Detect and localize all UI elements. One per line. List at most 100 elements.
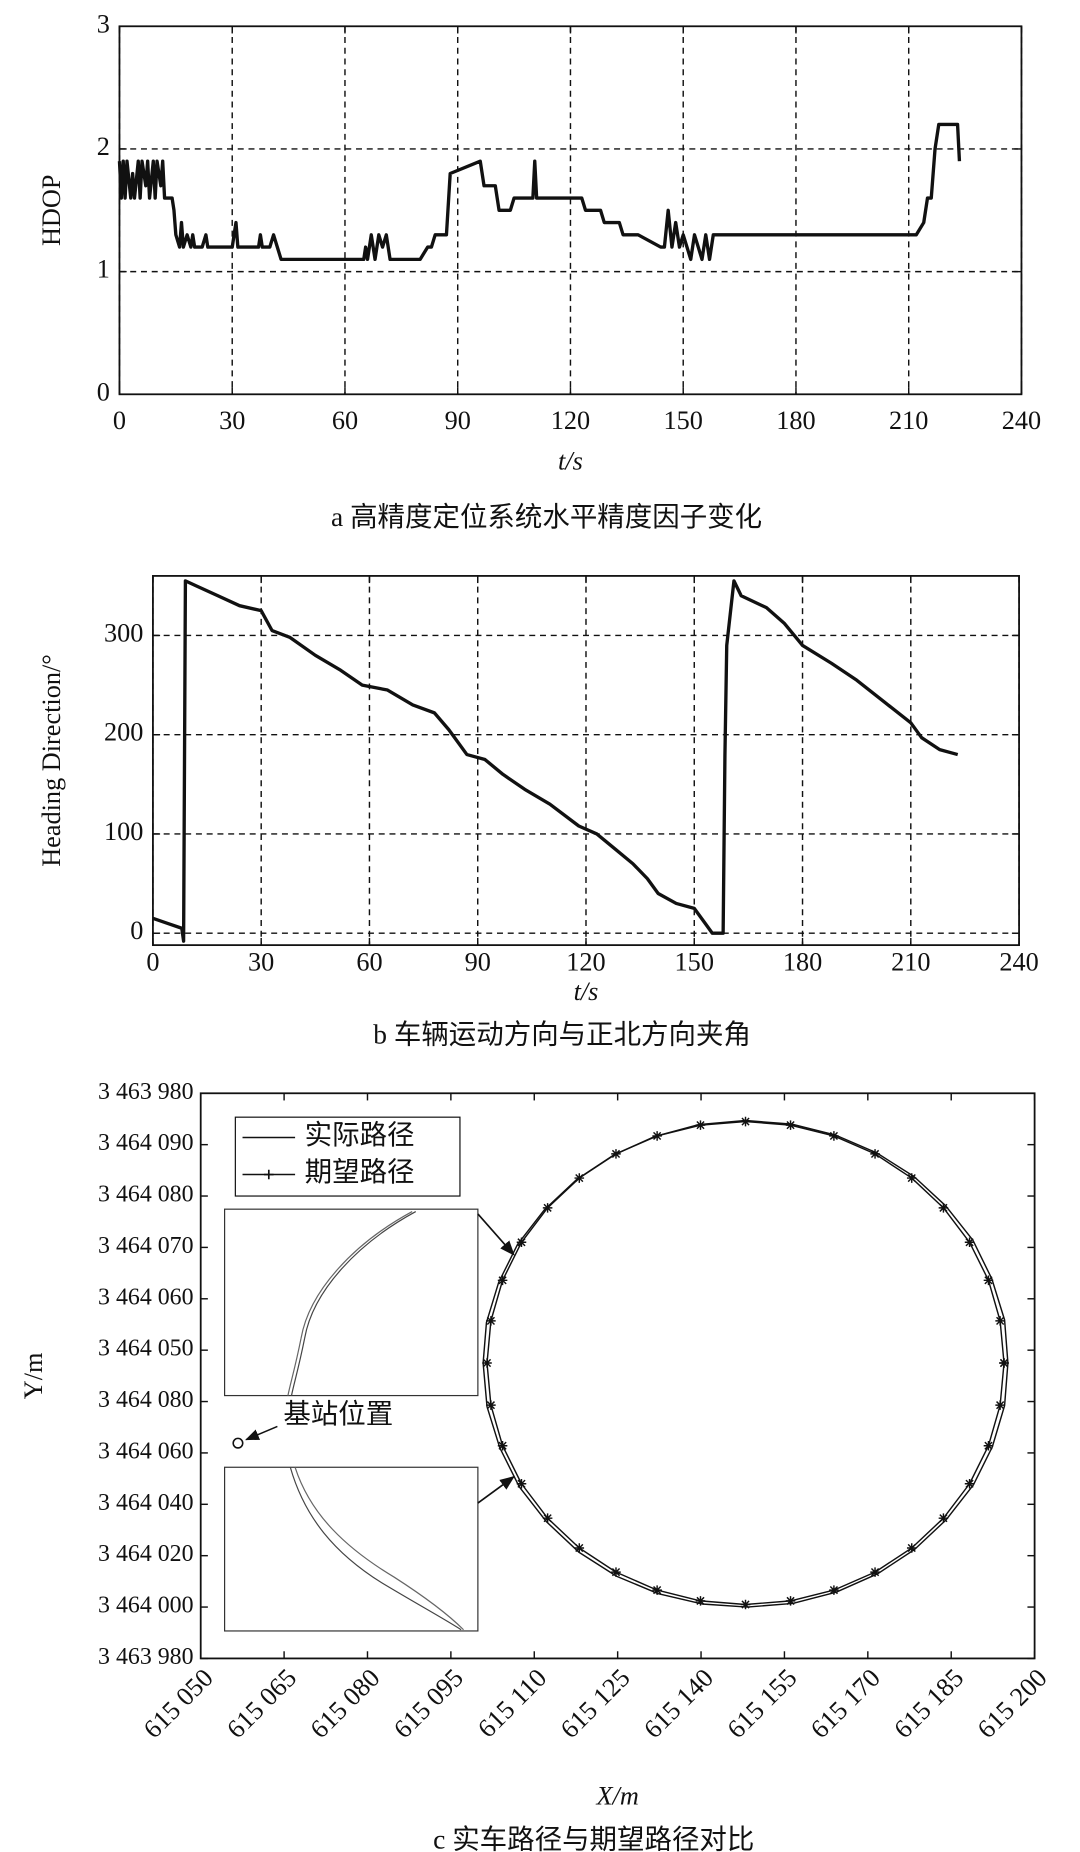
x-tick-label: 150 — [675, 947, 714, 976]
legend-box — [234, 1116, 461, 1197]
data-marker — [516, 1237, 527, 1248]
data-marker — [964, 1237, 975, 1248]
y-tick-label: 3 464 060 — [98, 1284, 194, 1310]
annotation-point — [232, 1437, 244, 1449]
data-marker — [829, 1131, 839, 1141]
y-axis-label: Heading Direction/° — [37, 654, 66, 867]
x-tick-label: 30 — [219, 406, 245, 435]
data-marker — [542, 1203, 553, 1213]
data-marker — [829, 1585, 839, 1595]
y-tick-label: 3 464 070 — [98, 1233, 194, 1259]
inset-box — [224, 1208, 479, 1397]
x-tick-label: 0 — [146, 947, 159, 976]
y-tick-label: 3 464 080 — [98, 1387, 194, 1413]
x-tick-label: 615 185 — [888, 1663, 969, 1744]
x-tick-label: 615 095 — [388, 1663, 469, 1744]
x-tick-label: 210 — [891, 947, 930, 976]
y-tick-label: 3 464 060 — [98, 1438, 194, 1464]
x-tick-label: 615 155 — [722, 1663, 803, 1744]
x-axis-label: X/m — [596, 1781, 639, 1810]
x-axis-label: t/s — [574, 977, 599, 1006]
x-tick-label: 180 — [776, 406, 815, 435]
x-tick-label: 615 080 — [305, 1663, 386, 1744]
x-axis-label: t/s — [558, 447, 583, 476]
y-tick-label: 3 — [97, 9, 110, 38]
x-tick-label: 60 — [332, 406, 358, 435]
y-tick-label: 3 464 020 — [98, 1541, 194, 1567]
data-marker — [695, 1596, 706, 1606]
legend-label: 实际路径 — [305, 1120, 415, 1150]
x-tick-label: 30 — [248, 947, 274, 976]
data-marker — [652, 1131, 662, 1141]
x-tick-label: 210 — [889, 406, 928, 435]
data-marker — [740, 1599, 751, 1610]
inset-arrow — [477, 1475, 515, 1504]
data-marker — [695, 1120, 706, 1130]
annotation-arrow — [245, 1425, 278, 1441]
data-line — [152, 579, 959, 943]
x-tick-label: 150 — [664, 406, 703, 435]
data-marker — [482, 1358, 492, 1368]
data-line — [486, 1120, 1005, 1606]
legend-label: 期望路径 — [305, 1157, 415, 1187]
x-tick-label: 0 — [113, 406, 126, 435]
data-marker — [486, 1400, 496, 1410]
data-marker — [740, 1116, 751, 1127]
y-tick-label: 3 463 980 — [98, 1079, 194, 1105]
data-marker — [983, 1440, 994, 1451]
data-marker — [906, 1543, 917, 1553]
data-marker — [486, 1316, 496, 1326]
x-tick-label: 615 170 — [805, 1663, 886, 1744]
data-line — [117, 122, 962, 262]
y-tick-label: 3 464 040 — [98, 1490, 194, 1516]
data-marker — [938, 1203, 949, 1213]
y-tick-label: 3 464 080 — [98, 1182, 194, 1208]
data-marker — [999, 1358, 1009, 1368]
x-tick-label: 615 065 — [221, 1663, 302, 1744]
y-tick-label: 3 464 000 — [98, 1593, 194, 1619]
y-axis-label: HDOP — [37, 175, 66, 247]
data-marker — [964, 1478, 975, 1489]
legend-marker — [264, 1169, 274, 1180]
y-tick-label: 100 — [104, 817, 143, 846]
y-tick-label: 0 — [130, 916, 143, 945]
y-tick-label: 1 — [97, 255, 110, 284]
annotation-text: 基站位置 — [283, 1399, 393, 1429]
zoom-insets — [224, 1208, 515, 1632]
y-tick-label: 200 — [104, 718, 143, 747]
inset-box — [224, 1466, 479, 1632]
data-marker — [785, 1596, 796, 1606]
data-marker — [870, 1567, 880, 1577]
data-marker — [497, 1275, 508, 1286]
y-tick-label: 2 — [97, 132, 110, 161]
data-marker — [870, 1149, 880, 1159]
data-marker — [611, 1567, 621, 1577]
inset-curve — [294, 1467, 464, 1631]
data-marker — [995, 1316, 1005, 1326]
data-marker — [497, 1440, 508, 1451]
caption: c 实车路径与期望路径对比 — [433, 1825, 754, 1852]
data-marker — [938, 1513, 949, 1523]
x-tick-label: 90 — [445, 406, 471, 435]
x-tick-label: 615 110 — [472, 1663, 552, 1743]
inset-curve — [290, 1211, 417, 1396]
x-tick-label: 60 — [356, 947, 382, 976]
y-tick-label: 300 — [104, 618, 143, 647]
x-tick-label: 90 — [465, 947, 491, 976]
x-tick-label: 615 200 — [972, 1663, 1053, 1744]
data-marker — [542, 1513, 553, 1523]
x-tick-label: 240 — [999, 947, 1038, 976]
x-tick-label: 615 050 — [138, 1663, 219, 1744]
data-marker — [983, 1275, 994, 1286]
caption: a 高精度定位系统水平精度因子变化 — [331, 502, 762, 532]
y-tick-label: 3 464 050 — [98, 1336, 194, 1362]
data-marker — [516, 1478, 527, 1489]
caption: b 车辆运动方向与正北方向夹角 — [373, 1019, 751, 1049]
data-marker — [995, 1400, 1005, 1410]
data-marker — [611, 1149, 621, 1159]
inset-curve — [287, 1211, 413, 1396]
y-axis-label: Y/m — [19, 1352, 48, 1399]
data-marker — [906, 1173, 917, 1183]
inset-arrow — [477, 1213, 515, 1256]
